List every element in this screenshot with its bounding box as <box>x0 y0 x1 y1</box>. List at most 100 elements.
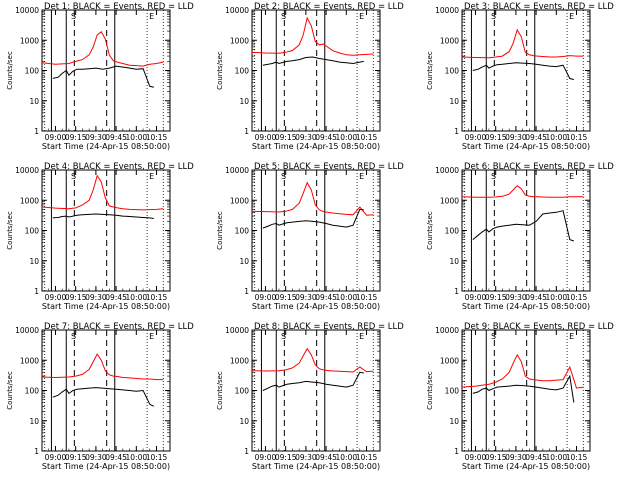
x-axis-label: Start Time (24-Apr-15 08:50:00) <box>42 302 170 311</box>
x-tick-label: 09:30 <box>505 293 527 302</box>
y-tick-label: 1 <box>454 127 459 136</box>
x-tick-label: 09:45 <box>315 293 337 302</box>
x-tick-label: 09:00 <box>255 133 277 142</box>
x-tick-label: 09:30 <box>505 133 527 142</box>
x-tick-label: 09:15 <box>65 453 87 462</box>
marker-s: S <box>281 332 286 341</box>
plot-frame <box>41 169 171 292</box>
x-axis-label: Start Time (24-Apr-15 08:50:00) <box>462 462 590 471</box>
y-tick-label: 1000 <box>20 36 39 45</box>
y-tick-label: 10 <box>239 257 249 266</box>
y-tick-label: 1000 <box>440 356 459 365</box>
y-tick-label: 100 <box>25 67 40 76</box>
marker-e: E <box>359 12 364 21</box>
y-tick-label: 10 <box>29 417 39 426</box>
x-tick-label: 09:30 <box>295 133 317 142</box>
x-tick-label: 09:15 <box>275 453 297 462</box>
plot-frame <box>251 169 381 292</box>
marker-s: S <box>281 172 286 181</box>
y-tick-label: 100 <box>445 387 460 396</box>
series-line-events <box>262 371 364 391</box>
y-tick-label: 1000 <box>230 36 249 45</box>
y-tick-label: 10 <box>239 97 249 106</box>
x-tick-label: 10:15 <box>356 133 378 142</box>
series-line-events <box>52 213 154 219</box>
x-tick-label: 10:00 <box>546 293 568 302</box>
y-tick-label: 1 <box>34 447 39 456</box>
marker-e: E <box>359 172 364 181</box>
x-tick-label: 09:00 <box>255 293 277 302</box>
x-tick-label: 09:00 <box>465 453 487 462</box>
y-tick-label: 1000 <box>230 196 249 205</box>
x-tick-label: 09:15 <box>485 133 507 142</box>
x-tick-label: 10:15 <box>566 293 588 302</box>
x-tick-label: 10:15 <box>146 293 168 302</box>
marker-s: S <box>281 12 286 21</box>
x-tick-label: 10:00 <box>546 133 568 142</box>
y-axis-label: Counts/sec <box>426 371 434 410</box>
x-tick-label: 09:15 <box>65 133 87 142</box>
y-axis-label: Counts/sec <box>216 371 224 410</box>
series-line-events <box>472 374 575 403</box>
chart-title: Det 8: BLACK = Events, RED = LLD <box>254 322 404 332</box>
chart-title: Det 6: BLACK = Events, RED = LLD <box>464 162 614 172</box>
y-tick-label: 1 <box>244 127 249 136</box>
chart-title: Det 9: BLACK = Events, RED = LLD <box>464 322 614 332</box>
x-tick-label: 09:30 <box>295 293 317 302</box>
y-axis-label: Counts/sec <box>6 51 14 90</box>
series-line-lld <box>251 347 374 373</box>
chart-panel-7: Det 7: BLACK = Events, RED = LLD 1 10 100 10… <box>6 322 194 471</box>
series-line-lld <box>41 174 164 211</box>
series-line-events <box>472 62 574 81</box>
x-tick-label: 09:45 <box>525 453 547 462</box>
x-tick-label: 09:30 <box>85 133 107 142</box>
plot-frame <box>251 329 381 452</box>
marker-e: E <box>149 172 154 181</box>
marker-e: E <box>569 12 574 21</box>
chart-title: Det 4: BLACK = Events, RED = LLD <box>44 162 194 172</box>
chart-title: Det 7: BLACK = Events, RED = LLD <box>44 322 194 332</box>
y-axis-label: Counts/sec <box>6 211 14 250</box>
x-tick-label: 09:45 <box>525 133 547 142</box>
series-line-lld <box>461 28 584 59</box>
x-tick-label: 09:30 <box>505 453 527 462</box>
chart-panel-8: Det 8: BLACK = Events, RED = LLD 1 10 100 10… <box>216 322 404 471</box>
y-tick-label: 10000 <box>225 166 249 175</box>
chart-title: Det 3: BLACK = Events, RED = LLD <box>464 2 614 12</box>
y-tick-label: 10000 <box>225 326 249 335</box>
x-tick-label: 10:00 <box>126 293 148 302</box>
y-tick-label: 10 <box>449 97 459 106</box>
chart-panel-2: Det 2: BLACK = Events, RED = LLD 1 10 100 10… <box>216 2 404 151</box>
plot-frame <box>461 9 591 132</box>
x-tick-label: 09:00 <box>45 133 67 142</box>
x-tick-label: 09:45 <box>105 293 127 302</box>
marker-s: S <box>71 172 76 181</box>
x-tick-label: 09:30 <box>85 293 107 302</box>
x-tick-label: 09:00 <box>45 293 67 302</box>
x-axis-label: Start Time (24-Apr-15 08:50:00) <box>462 302 590 311</box>
marker-s: S <box>71 12 76 21</box>
y-tick-label: 1 <box>244 447 249 456</box>
x-axis-label: Start Time (24-Apr-15 08:50:00) <box>252 302 380 311</box>
chart-panel-5: Det 5: BLACK = Events, RED = LLD 1 10 100 10… <box>216 162 404 311</box>
y-tick-label: 1 <box>34 127 39 136</box>
y-tick-label: 1 <box>244 287 249 296</box>
marker-e: E <box>569 172 574 181</box>
series-line-lld <box>41 353 164 381</box>
y-tick-label: 100 <box>25 387 40 396</box>
x-tick-label: 09:00 <box>465 293 487 302</box>
chart-panel-4: Det 4: BLACK = Events, RED = LLD 1 10 100 10… <box>6 162 194 311</box>
x-tick-label: 09:45 <box>105 133 127 142</box>
x-tick-label: 09:15 <box>275 293 297 302</box>
y-tick-label: 10000 <box>15 6 39 15</box>
series-line-lld <box>461 185 584 198</box>
y-axis-label: Counts/sec <box>426 51 434 90</box>
plot-frame <box>461 169 591 292</box>
chart-title: Det 2: BLACK = Events, RED = LLD <box>254 2 404 12</box>
x-tick-label: 09:30 <box>295 453 317 462</box>
x-axis-label: Start Time (24-Apr-15 08:50:00) <box>252 462 380 471</box>
marker-s: S <box>491 12 496 21</box>
marker-e: E <box>149 332 154 341</box>
x-tick-label: 09:15 <box>485 293 507 302</box>
y-tick-label: 1 <box>454 287 459 296</box>
